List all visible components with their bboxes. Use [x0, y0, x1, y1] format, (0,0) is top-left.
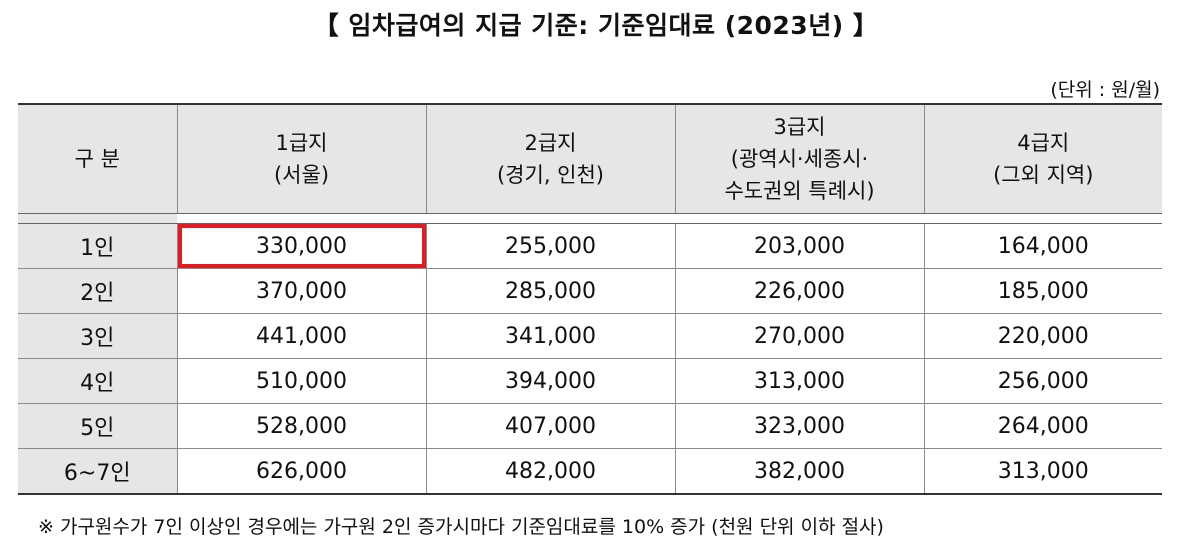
header-tier-1: 1급지 (서울)	[176, 103, 427, 214]
row-label: 4인	[18, 358, 178, 404]
table-cell: 626,000	[176, 448, 427, 495]
table-cell: 370,000	[176, 268, 427, 314]
table-cell: 407,000	[425, 403, 676, 449]
table-row: 3인 441,000 341,000 270,000 220,000	[18, 313, 1162, 359]
row-label: 1인	[18, 223, 178, 269]
table-cell: 313,000	[923, 448, 1162, 495]
table-cell: 382,000	[674, 448, 925, 495]
table-cell: 441,000	[176, 313, 427, 359]
header-row: 구 분 1급지 (서울) 2급지 (경기, 인천) 3급지 (광역시·세종시· …	[18, 103, 1162, 214]
table-cell: 185,000	[923, 268, 1162, 314]
table-row: 4인 510,000 394,000 313,000 256,000	[18, 358, 1162, 404]
table-row: 6~7인 626,000 482,000 382,000 313,000	[18, 448, 1162, 495]
header-line: 3급지	[773, 115, 826, 139]
table-row: 2인 370,000 285,000 226,000 185,000	[18, 268, 1162, 314]
header-tier-2: 2급지 (경기, 인천)	[425, 103, 676, 214]
table-cell: 313,000	[674, 358, 925, 404]
header-line: (경기, 인천)	[496, 163, 605, 187]
unit-label: (단위 : 원/월)	[1050, 79, 1160, 101]
table-cell: 482,000	[425, 448, 676, 495]
header-line: (광역시·세종시·	[730, 147, 869, 171]
page-title: 【 임차급여의 지급 기준: 기준임대료 (2023년) 】	[313, 11, 879, 40]
header-line: 2급지	[524, 131, 577, 155]
highlighted-cell: 330,000	[176, 223, 427, 269]
header-line: (그외 지역)	[993, 163, 1094, 187]
table-cell: 528,000	[176, 403, 427, 449]
row-label: 2인	[18, 268, 178, 314]
table-cell: 341,000	[425, 313, 676, 359]
table-row: 5인 528,000 407,000 323,000 264,000	[18, 403, 1162, 449]
table-cell: 285,000	[425, 268, 676, 314]
header-tier-3: 3급지 (광역시·세종시· 수도권외 특례시)	[674, 103, 925, 214]
spacer-row	[18, 213, 1162, 224]
table-cell: 270,000	[674, 313, 925, 359]
table-cell: 226,000	[674, 268, 925, 314]
rent-standard-table: 구 분 1급지 (서울) 2급지 (경기, 인천) 3급지 (광역시·세종시· …	[18, 103, 1162, 495]
cell-value: 330,000	[256, 233, 347, 259]
header-line: 1급지	[275, 131, 328, 155]
table-row: 1인 330,000 255,000 203,000 164,000	[18, 223, 1162, 269]
header-line: 수도권외 특례시)	[724, 179, 875, 203]
table-cell: 220,000	[923, 313, 1162, 359]
row-label: 3인	[18, 313, 178, 359]
header-line: (서울)	[273, 163, 330, 187]
table-cell: 164,000	[923, 223, 1162, 269]
table-cell: 264,000	[923, 403, 1162, 449]
header-tier-4: 4급지 (그외 지역)	[923, 103, 1162, 214]
row-label: 5인	[18, 403, 178, 449]
header-line: 4급지	[1017, 131, 1070, 155]
header-category: 구 분	[18, 103, 178, 214]
table-cell: 256,000	[923, 358, 1162, 404]
table-cell: 255,000	[425, 223, 676, 269]
table-cell: 394,000	[425, 358, 676, 404]
row-label: 6~7인	[18, 448, 178, 495]
header-line: 구 분	[74, 147, 120, 171]
table-cell: 323,000	[674, 403, 925, 449]
footnote: ※ 가구원수가 7인 이상인 경우에는 가구원 2인 증가시마다 기준임대료를 …	[38, 516, 884, 538]
table-cell: 510,000	[176, 358, 427, 404]
table-cell: 203,000	[674, 223, 925, 269]
